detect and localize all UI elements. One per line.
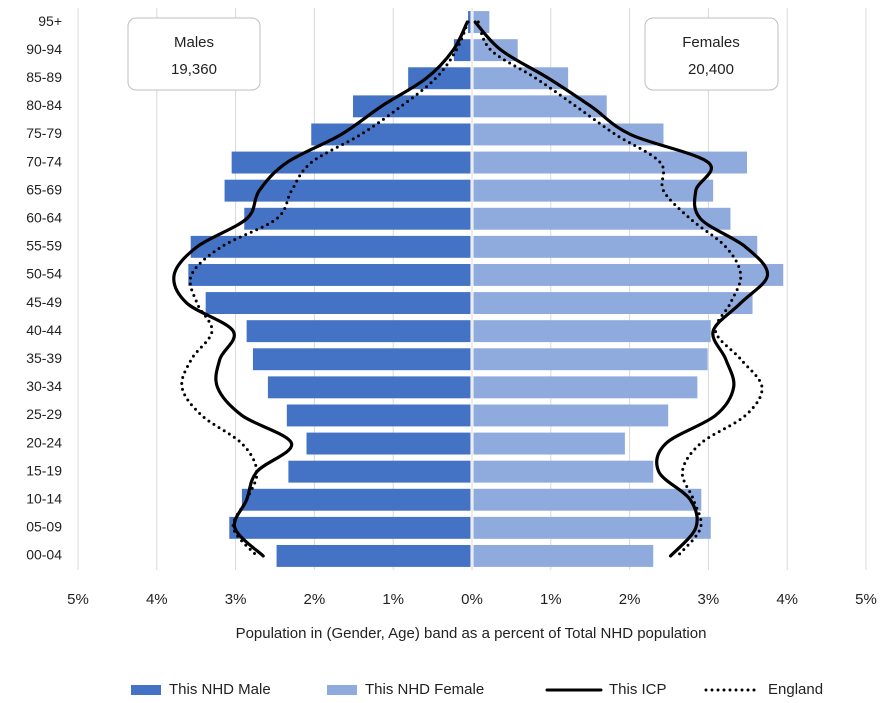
annotation-total: 19,360 — [171, 61, 217, 78]
legend-label: England — [768, 681, 823, 698]
females-box: Females 20,400 — [644, 17, 779, 91]
y-tick-label: 55-59 — [26, 238, 62, 254]
line-dotted — [476, 20, 764, 558]
annotation-label: Males — [174, 34, 214, 51]
y-tick-label: 75-79 — [26, 125, 62, 141]
legend-swatch — [327, 685, 357, 695]
annotation-box — [127, 17, 261, 91]
bar — [473, 123, 664, 146]
bar — [246, 320, 471, 343]
bar — [188, 263, 471, 286]
bar — [473, 544, 654, 567]
x-axis-title: Population in (Gender, Age) band as a pe… — [236, 625, 707, 642]
bar — [286, 404, 471, 427]
x-tick-label: 4% — [146, 591, 168, 608]
y-tick-label: 15-19 — [26, 462, 62, 478]
line-solid — [172, 20, 469, 558]
bar — [473, 460, 654, 483]
bars — [188, 11, 784, 567]
y-tick-label: 10-14 — [26, 490, 62, 506]
bar — [306, 432, 471, 455]
bar — [267, 376, 471, 399]
bar — [205, 292, 471, 315]
y-tick-label: 30-34 — [26, 378, 62, 394]
y-tick-label: 90-94 — [26, 41, 62, 57]
y-tick-label: 45-49 — [26, 294, 62, 310]
bar — [473, 320, 711, 343]
legend: This NHD Male This NHD Female This ICP Engl… — [131, 681, 823, 698]
bar — [473, 432, 625, 455]
y-tick-label: 00-04 — [26, 547, 62, 563]
grid — [77, 8, 867, 570]
bar — [473, 263, 784, 286]
y-tick-label: 95+ — [38, 13, 62, 29]
x-tick-label: 0% — [461, 591, 483, 608]
bar — [311, 123, 471, 146]
x-tick-label: 1% — [540, 591, 562, 608]
legend-label: This NHD Male — [169, 681, 271, 698]
bar — [288, 460, 471, 483]
x-tick-label: 3% — [225, 591, 247, 608]
y-tick-label: 05-09 — [26, 519, 62, 535]
y-tick-label: 65-69 — [26, 181, 62, 197]
y-tick-label: 25-29 — [26, 406, 62, 422]
bar — [473, 376, 698, 399]
bar — [473, 151, 748, 174]
x-tick-label: 5% — [855, 591, 877, 608]
bar — [473, 292, 753, 315]
bar — [473, 207, 731, 230]
y-tick-label: 20-24 — [26, 434, 62, 450]
annotation-label: Females — [682, 34, 740, 51]
bar — [473, 67, 569, 90]
x-tick-label: 1% — [382, 591, 404, 608]
y-tick-label: 50-54 — [26, 266, 62, 282]
y-tick-label: 35-39 — [26, 350, 62, 366]
bar — [473, 179, 714, 202]
bar — [353, 95, 471, 118]
y-tick-label: 70-74 — [26, 153, 62, 169]
legend-swatch — [131, 685, 161, 695]
bar — [473, 488, 702, 511]
y-tick-label: 40-44 — [26, 322, 62, 338]
bar — [473, 516, 711, 539]
bar — [473, 348, 708, 371]
bar — [473, 235, 758, 258]
y-tick-label: 60-64 — [26, 209, 62, 225]
y-tick-label: 80-84 — [26, 97, 62, 113]
y-tick-label: 85-89 — [26, 69, 62, 85]
annotation-box — [644, 17, 779, 91]
x-tick-label: 2% — [304, 591, 326, 608]
bar — [473, 11, 490, 34]
bar — [473, 95, 607, 118]
bar — [473, 404, 669, 427]
line-dotted — [180, 20, 470, 558]
bar — [276, 544, 471, 567]
legend-label: This ICP — [609, 681, 667, 698]
bar — [252, 348, 471, 371]
males-box: Males 19,360 — [127, 17, 261, 91]
lines — [172, 20, 770, 558]
bar — [241, 488, 471, 511]
x-tick-label: 3% — [698, 591, 720, 608]
bar — [231, 151, 471, 174]
x-tick-label: 2% — [619, 591, 641, 608]
x-tick-label: 4% — [776, 591, 798, 608]
bar — [244, 207, 471, 230]
x-tick-label: 5% — [67, 591, 89, 608]
bar — [190, 235, 471, 258]
bar — [408, 67, 471, 90]
bar — [224, 179, 471, 202]
legend-label: This NHD Female — [365, 681, 484, 698]
line-solid — [473, 20, 770, 558]
annotation-total: 20,400 — [688, 61, 734, 78]
bar — [229, 516, 471, 539]
